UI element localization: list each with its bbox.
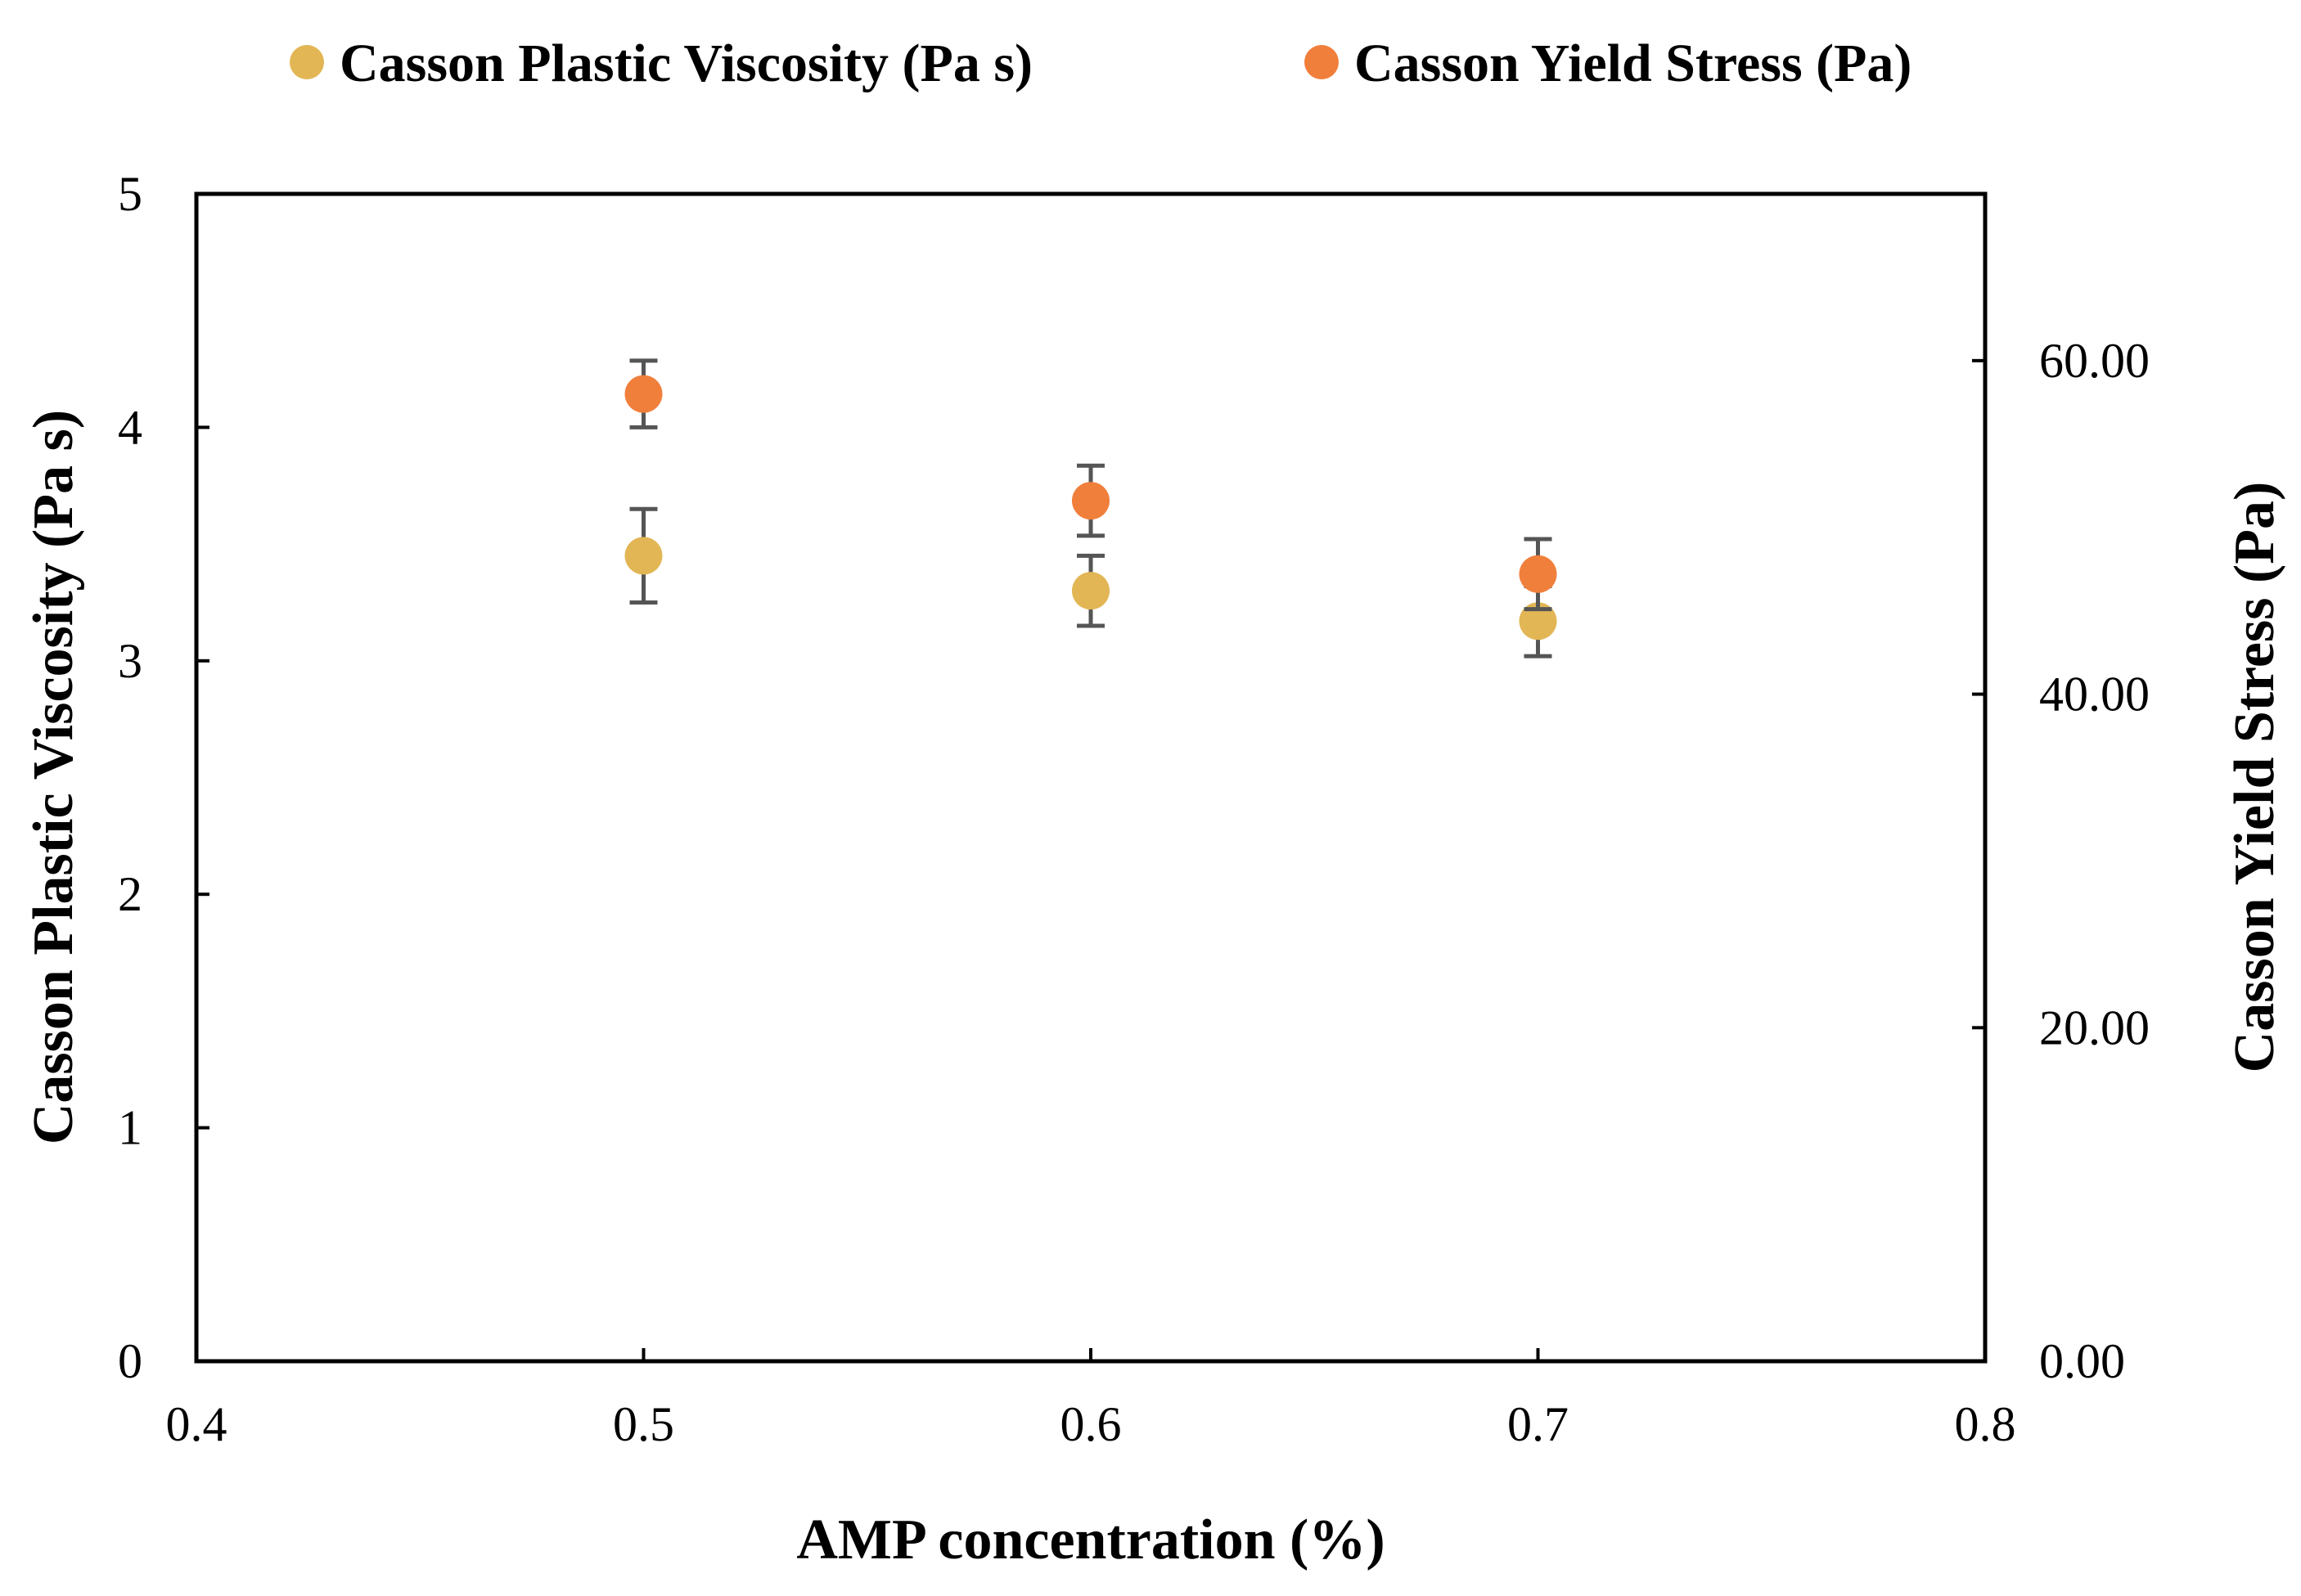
point-plastic-viscosity-1 (1072, 572, 1110, 610)
x-tick-label-4: 0.8 (1955, 1397, 2016, 1451)
point-yield-stress-1 (1072, 482, 1110, 520)
y-axis-ticks: 0 1 2 3 4 5 (118, 167, 209, 1388)
plot-area (194, 191, 1988, 1364)
y2-tick-label-0: 0.00 (2039, 1334, 2125, 1388)
y-tick-label-4: 4 (118, 400, 142, 454)
legend-label-plastic-viscosity: Casson Plastic Viscosity (Pa s) (340, 34, 1033, 93)
y-tick-label-0: 0 (118, 1334, 142, 1388)
y2-tick-label-3: 60.00 (2039, 334, 2150, 388)
legend: Casson Plastic Viscosity (Pa s) Casson Y… (290, 34, 1911, 93)
x-tick-label-1: 0.5 (613, 1397, 674, 1451)
legend-marker-yield-stress (1304, 45, 1339, 79)
x-tick-label-3: 0.7 (1507, 1397, 1569, 1451)
point-yield-stress-0 (624, 375, 663, 413)
y2-tick-label-1: 20.00 (2039, 1000, 2150, 1054)
y-tick-label-2: 2 (118, 867, 142, 921)
y-tick-label-5: 5 (118, 167, 142, 221)
y-tick-label-1: 1 (118, 1101, 142, 1155)
x-axis-ticks: 0.4 0.5 0.6 0.7 0.8 (166, 1348, 2016, 1451)
y2-tick-label-2: 40.00 (2039, 668, 2150, 722)
legend-marker-plastic-viscosity (290, 45, 324, 79)
legend-label-yield-stress: Casson Yield Stress (Pa) (1354, 34, 1911, 93)
y-axis-title: Casson Plastic Viscosity (Pa s) (22, 410, 85, 1144)
point-plastic-viscosity-0 (624, 537, 663, 575)
y-tick-label-3: 3 (118, 634, 142, 688)
x-axis-title: AMP concentration (%) (796, 1508, 1385, 1571)
x-tick-label-2: 0.6 (1060, 1397, 1122, 1451)
data-marks (624, 358, 1557, 659)
y2-axis-title: Casson Yield Stress (Pa) (2223, 482, 2286, 1073)
point-yield-stress-2 (1519, 555, 1557, 593)
point-plastic-viscosity-2 (1519, 602, 1557, 641)
x-tick-label-0: 0.4 (166, 1397, 227, 1451)
y2-axis-ticks: 0.00 20.00 40.00 60.00 (1972, 334, 2150, 1388)
